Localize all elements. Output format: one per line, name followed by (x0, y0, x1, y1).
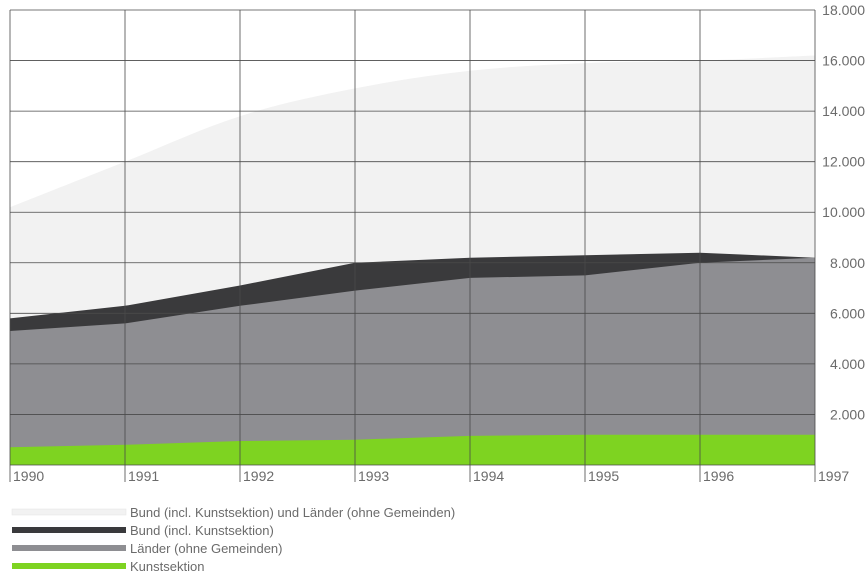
x-tick-label: 1994 (473, 468, 504, 484)
series-area-3 (10, 257, 815, 465)
x-tick-label: 1997 (818, 468, 849, 484)
x-tick-label: 1990 (13, 468, 44, 484)
legend-swatch-4 (12, 563, 126, 569)
x-tick-label: 1991 (128, 468, 159, 484)
legend-swatch-2 (12, 527, 126, 533)
y-tick-label: 16.000 (822, 53, 865, 69)
y-tick-label: 4.000 (830, 356, 865, 372)
x-axis-ticks: 1990 1991 1992 1993 1994 1995 1996 1997 (13, 468, 849, 484)
area-layer (10, 55, 815, 465)
x-tick-label: 1996 (703, 468, 734, 484)
legend: Bund (incl. Kunstsektion) und Länder (oh… (11, 505, 455, 574)
legend-swatch-1 (11, 508, 127, 516)
y-tick-label: 14.000 (822, 103, 865, 119)
legend-label-4: Kunstsektion (130, 559, 204, 574)
x-tick-label: 1992 (243, 468, 274, 484)
grid-layer (9, 9, 816, 482)
y-axis-ticks: 2.000 4.000 6.000 8.000 10.000 12.000 14.000 16… (822, 2, 865, 422)
series-area-4 (10, 434, 815, 465)
legend-swatch-3 (12, 545, 126, 551)
y-tick-label: 12.000 (822, 154, 865, 170)
legend-label-1: Bund (incl. Kunstsektion) und Länder (oh… (130, 505, 455, 520)
y-tick-label: 6.000 (830, 305, 865, 321)
y-tick-label: 8.000 (830, 255, 865, 271)
legend-label-2: Bund (incl. Kunstsektion) (130, 523, 274, 538)
y-tick-label: 10.000 (822, 204, 865, 220)
y-tick-label: 2.000 (830, 406, 865, 422)
y-tick-label: 18.000 (822, 2, 865, 18)
x-tick-label: 1995 (588, 468, 619, 484)
x-tick-label: 1993 (358, 468, 389, 484)
legend-label-3: Länder (ohne Gemeinden) (130, 541, 283, 556)
